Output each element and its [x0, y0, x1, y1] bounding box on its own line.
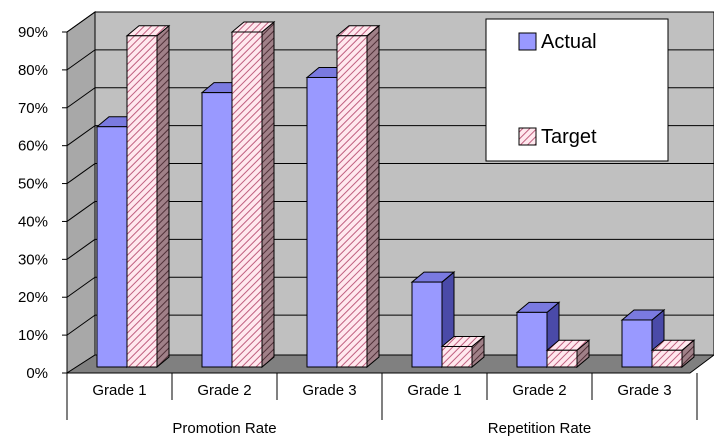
bar-actual — [410, 270, 456, 369]
bars — [95, 20, 696, 369]
y-tick-label: 60% — [18, 138, 48, 155]
side-gridline — [66, 125, 96, 147]
x-tick-label: Grade 1 — [92, 382, 146, 399]
y-axis-ticks: 0% 10% 20% 30% 40% 50% 60% 70% 80% 90% — [18, 24, 68, 382]
bar-face — [96, 126, 128, 368]
bar-target — [335, 24, 381, 369]
x-tick-label: Grade 3 — [617, 382, 671, 399]
x-tick-label: Grade 1 — [407, 382, 461, 399]
y-tick-label: 30% — [18, 251, 48, 268]
bar-face — [651, 349, 683, 368]
bar-side — [366, 24, 380, 369]
side-gridline — [66, 49, 96, 71]
bar-face — [411, 281, 443, 368]
y-tick-label: 10% — [18, 327, 48, 344]
bar-target — [440, 335, 486, 369]
side-gridline — [66, 163, 96, 184]
y-tick-label: 70% — [18, 100, 48, 117]
side-wall — [66, 11, 96, 374]
legend: Actual Target — [485, 18, 669, 162]
bar-side — [261, 20, 275, 369]
y-tick-label: 90% — [18, 24, 48, 41]
y-tick-label: 40% — [18, 213, 48, 230]
side-gridline — [66, 87, 96, 109]
x-group-label: Repetition Rate — [488, 420, 591, 437]
x-tick-label: Grade 2 — [512, 382, 566, 399]
bar-face — [231, 31, 263, 368]
bar-face — [201, 92, 233, 368]
legend-box — [485, 18, 669, 162]
side-gridline — [66, 314, 96, 336]
legend-swatch-target — [518, 127, 537, 146]
x-group-label: Promotion Rate — [172, 420, 276, 437]
legend-label-target: Target — [541, 126, 597, 148]
x-axis: Grade 1 Grade 2 Grade 3 Promotion Rate Grade… — [66, 372, 698, 437]
bar-face — [336, 35, 368, 368]
legend-label-actual: Actual — [541, 31, 597, 53]
bar-face — [126, 35, 158, 368]
bar-face — [546, 349, 578, 368]
bar-target — [650, 339, 696, 369]
bar-target — [545, 339, 591, 369]
bar-face — [306, 76, 338, 368]
x-tick-label: Grade 2 — [197, 382, 251, 399]
legend-swatch-actual — [518, 32, 537, 51]
side-gridline — [66, 238, 96, 260]
x-tick-label: Grade 3 — [302, 382, 356, 399]
bar-face — [441, 345, 473, 368]
y-tick-label: 80% — [18, 62, 48, 79]
side-gridline — [66, 276, 96, 298]
bar-target — [125, 24, 171, 369]
bar-target — [230, 20, 276, 369]
side-gridline — [66, 201, 96, 222]
y-tick-label: 20% — [18, 289, 48, 306]
y-tick-label: 0% — [26, 365, 48, 382]
bar-face — [621, 319, 653, 368]
bar-side — [156, 24, 170, 369]
side-gridline — [66, 11, 96, 33]
y-tick-label: 50% — [18, 176, 48, 193]
bar-face — [516, 311, 548, 368]
